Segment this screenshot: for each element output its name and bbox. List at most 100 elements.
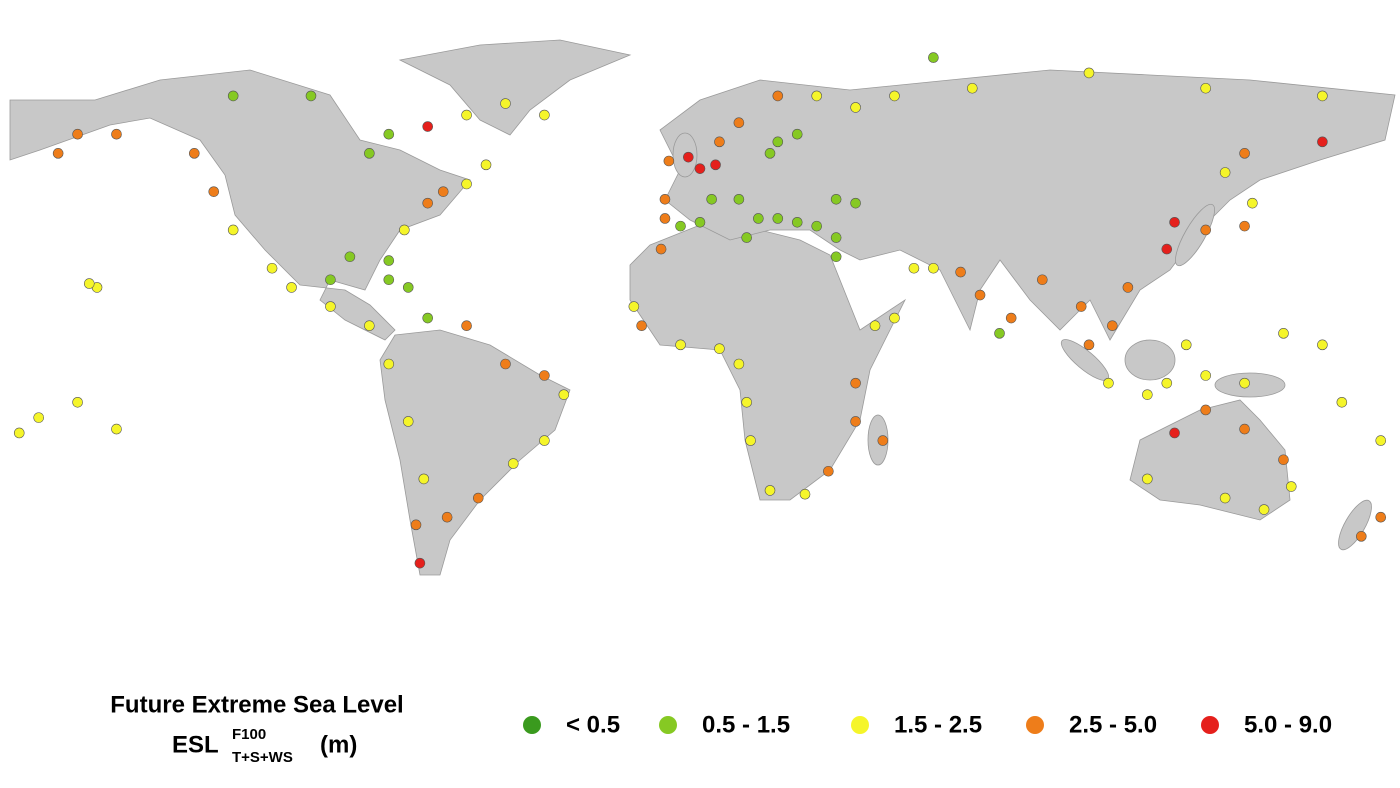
greenland — [398, 39, 632, 136]
sea-level-point — [1083, 339, 1095, 351]
legend-label: 0.5 - 1.5 — [702, 711, 790, 738]
sea-level-point — [558, 389, 570, 400]
sea-level-point — [1247, 197, 1258, 209]
sea-level-point — [507, 458, 519, 469]
sea-level-point — [811, 220, 823, 232]
sea-level-point — [753, 213, 764, 224]
sea-level-point — [714, 343, 725, 354]
sea-level-point — [1200, 370, 1211, 381]
sea-level-point — [733, 194, 745, 205]
sea-level-point — [1005, 312, 1017, 324]
sea-level-point — [908, 262, 920, 274]
sea-level-point — [539, 435, 550, 446]
sea-level-point — [877, 435, 889, 446]
eurasia — [659, 69, 1396, 341]
sea-level-point — [286, 282, 297, 293]
sea-level-point — [402, 282, 414, 293]
sea-level-point — [1317, 90, 1328, 102]
sea-level-point — [994, 328, 1005, 339]
points — [13, 52, 1387, 569]
sea-level-point — [955, 266, 966, 278]
sea-level-point — [410, 519, 422, 531]
sea-level-point — [1239, 148, 1250, 159]
sea-level-point — [1336, 396, 1348, 408]
sea-level-point — [659, 194, 671, 205]
sea-level-point — [461, 320, 472, 332]
sea-level-point — [227, 224, 239, 236]
sea-level-point — [500, 98, 511, 109]
sea-level-point — [799, 488, 811, 500]
sea-level-point — [480, 159, 492, 171]
sea-level-point — [772, 90, 784, 102]
legend-swatch — [1026, 716, 1044, 734]
sea-level-point — [325, 274, 336, 286]
sea-level-point — [1239, 423, 1250, 435]
sea-level-point — [659, 213, 671, 224]
sea-level-point — [714, 136, 725, 148]
sea-level-point — [33, 412, 45, 423]
sea-level-point — [1122, 282, 1134, 293]
legend-swatch — [851, 716, 869, 734]
sea-level-point — [325, 301, 336, 312]
sea-level-point — [472, 492, 484, 504]
sea-level-point — [189, 148, 200, 159]
sea-level-point — [733, 117, 745, 129]
sea-level-point — [655, 243, 667, 255]
sea-level-point — [974, 289, 986, 301]
sea-level-point — [710, 159, 721, 171]
sea-level-point — [628, 301, 640, 312]
sea-level-point — [1375, 435, 1387, 446]
sea-level-point — [72, 396, 83, 408]
sea-level-point — [850, 416, 861, 427]
sea-level-point — [675, 220, 686, 232]
sea-level-point — [1258, 504, 1270, 515]
sea-level-point — [830, 194, 842, 205]
sea-level-point — [830, 251, 842, 263]
sea-level-point — [1169, 216, 1180, 228]
sea-level-point — [364, 320, 375, 332]
sea-level-point — [823, 465, 834, 477]
sea-level-point — [266, 262, 278, 274]
sea-level-point — [383, 255, 395, 266]
sea-level-point — [402, 416, 414, 427]
sea-level-point — [764, 485, 776, 496]
legend-swatch — [659, 716, 677, 734]
borneo — [1124, 339, 1176, 381]
sea-level-point — [1075, 301, 1087, 312]
sea-level-point — [1180, 339, 1192, 351]
sea-level-point — [364, 148, 375, 159]
sea-level-point — [706, 194, 717, 205]
sea-level-point — [928, 52, 939, 63]
sea-level-point — [889, 312, 900, 324]
sea-level-point — [663, 155, 675, 167]
sea-level-point — [741, 232, 752, 243]
sea-level-point — [850, 102, 861, 113]
sea-level-point — [1107, 320, 1118, 332]
sea-level-point — [1317, 136, 1328, 148]
land — [9, 39, 1396, 576]
sea-level-point — [733, 358, 745, 370]
sea-level-point — [683, 151, 694, 163]
legend-title: Future Extreme Sea Level — [110, 691, 403, 718]
sea-level-point — [850, 197, 861, 209]
sea-level-point — [418, 473, 430, 485]
sea-level-point — [111, 128, 122, 140]
sea-level-point — [383, 274, 395, 286]
sea-level-point — [811, 90, 823, 102]
sea-level-point — [764, 148, 776, 159]
japan — [1175, 203, 1215, 267]
sea-level-point — [539, 109, 550, 121]
sea-level-point — [772, 136, 784, 148]
sea-level-point — [441, 511, 453, 523]
sea-level-point — [227, 90, 239, 102]
legend-label: < 0.5 — [566, 711, 620, 738]
legend-label: 1.5 - 2.5 — [894, 711, 982, 738]
sea-level-point — [1142, 473, 1153, 485]
legend-label: 5.0 - 9.0 — [1244, 711, 1332, 738]
new-zealand — [1338, 499, 1372, 551]
sea-level-point — [1239, 220, 1250, 232]
sea-level-point — [1083, 67, 1095, 79]
sea-level-point — [1200, 404, 1211, 416]
sea-level-point — [741, 396, 752, 408]
sea-level-point — [305, 90, 317, 102]
